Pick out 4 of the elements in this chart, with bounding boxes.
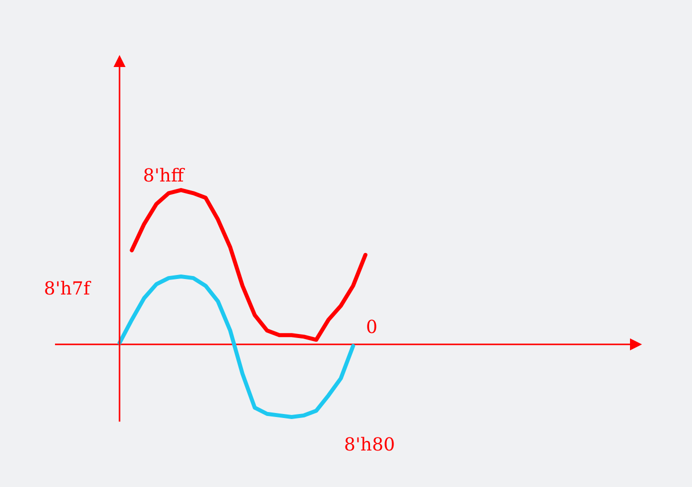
- text: 8'h7f: [44, 278, 92, 300]
- text: 8'hff: [143, 166, 185, 187]
- text: 8'h80: [344, 434, 395, 456]
- ref-line-label: 0: [366, 317, 378, 338]
